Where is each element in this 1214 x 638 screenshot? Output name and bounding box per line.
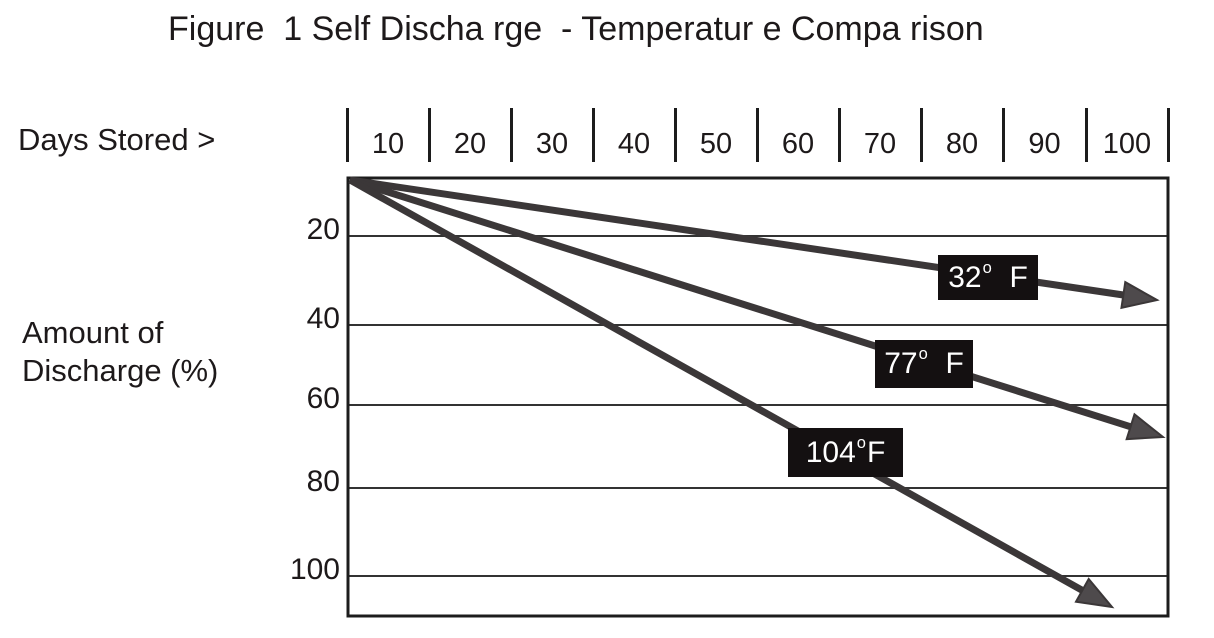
x-tick-label: 100: [1102, 128, 1152, 160]
series-label-temperature: 104: [805, 435, 856, 469]
x-axis-tick: [592, 108, 595, 162]
series-label-unit: F: [866, 435, 886, 469]
arrowhead-32f: [1120, 280, 1160, 310]
arrowhead-77f: [1125, 412, 1166, 441]
series-line-104f: [348, 176, 1090, 597]
series-label-104f: 104 o F: [788, 428, 903, 477]
x-axis-tick: [920, 108, 923, 162]
x-axis-label: Days Stored >: [18, 122, 216, 157]
x-axis-tick: [756, 108, 759, 162]
series-label-32f: 32 o F: [938, 255, 1038, 300]
y-axis-label: Amount of Discharge (%): [22, 314, 218, 390]
y-axis-label-line2: Discharge (%): [22, 353, 219, 388]
y-tick-label: 60: [306, 382, 340, 415]
x-axis-tick: [346, 108, 349, 162]
x-tick-label: 90: [1028, 128, 1061, 160]
plot-border: [346, 176, 1170, 618]
x-axis-tick: [1002, 108, 1005, 162]
series-label-temperature: 32: [948, 260, 982, 294]
y-tick-label: 100: [289, 553, 340, 586]
x-tick-label: 60: [781, 128, 815, 160]
figure-title: Figure 1 Self Discha rge - Temperatur e …: [168, 10, 984, 48]
y-axis-label-line1: Amount of: [22, 315, 164, 350]
series-label-77f: 77 o F: [875, 340, 973, 388]
x-tick-label: 80: [945, 128, 979, 160]
series-label-unit: F: [928, 347, 964, 380]
x-tick-label: 30: [535, 128, 569, 160]
x-tick-label: 40: [617, 128, 651, 160]
degree-symbol: o: [856, 433, 866, 452]
y-tick-label: 40: [306, 302, 340, 335]
series-line-77f: [348, 176, 1138, 432]
x-axis-tick: [1167, 108, 1170, 162]
series-label-unit: F: [992, 260, 1028, 294]
arrowhead-104f: [1074, 577, 1115, 609]
degree-symbol: o: [918, 345, 928, 364]
x-axis-tick: [838, 108, 841, 162]
x-axis-tick: [510, 108, 513, 162]
x-tick-label: 50: [699, 128, 733, 160]
x-axis-tick: [428, 108, 431, 162]
x-axis-tick: [674, 108, 677, 162]
x-tick-label: 70: [863, 128, 897, 160]
y-tick-label: 20: [306, 213, 340, 246]
series-label-temperature: 77: [884, 347, 918, 380]
x-tick-label: 10: [371, 128, 405, 160]
x-tick-label: 20: [453, 128, 487, 160]
y-tick-label: 80: [306, 465, 340, 498]
degree-symbol: o: [982, 258, 992, 277]
x-axis-tick: [1085, 108, 1088, 162]
